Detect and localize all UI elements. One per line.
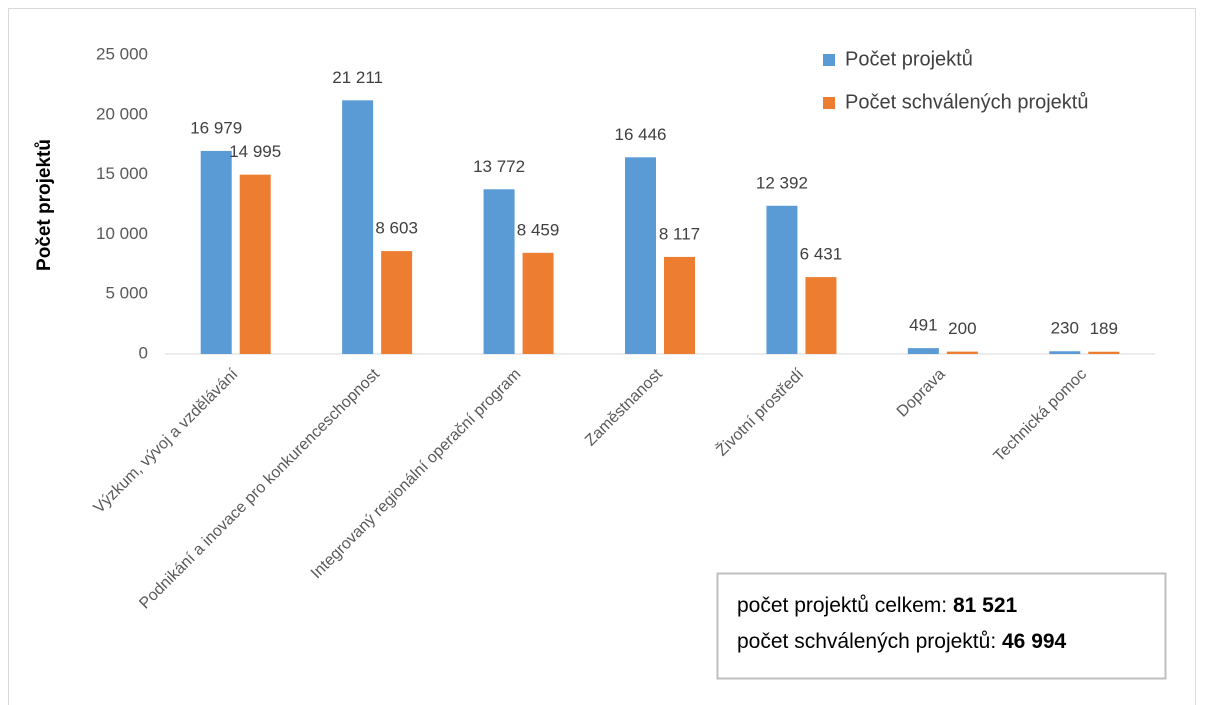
x-tick-label: Výzkum, vývoj a vzdělávání: [91, 365, 242, 516]
bar: [766, 205, 798, 354]
data-label: 12 392: [756, 173, 808, 192]
bar: [200, 150, 232, 354]
data-label: 200: [948, 319, 976, 338]
bar: [664, 256, 695, 354]
data-label: 189: [1090, 319, 1118, 338]
bar: [1088, 351, 1120, 354]
data-label: 21 211: [332, 68, 383, 87]
summary-value: 46 994: [1002, 630, 1067, 653]
y-tick-label: 25 000: [96, 44, 148, 63]
summary-value: 81 521: [953, 594, 1018, 617]
legend-label: Počet schválených projektů: [845, 91, 1088, 113]
data-label: 8 117: [659, 224, 700, 243]
y-tick-label: 5 000: [105, 284, 148, 303]
bar: [625, 157, 656, 354]
bar: [239, 174, 271, 354]
y-axis-title: Počet projektů: [34, 139, 55, 271]
x-tick-label: Životní prostředí: [712, 364, 808, 460]
x-tick-label: Podnikání a inovace pro konkurenceschopn…: [136, 365, 383, 612]
data-label: 16 446: [615, 125, 667, 144]
y-tick-label: 0: [139, 343, 148, 362]
summary-box: [716, 572, 1167, 680]
data-label: 491: [909, 316, 937, 335]
bar: [805, 277, 837, 354]
data-label: 8 603: [375, 219, 418, 238]
summary-text: počet projektů celkem:: [737, 594, 947, 617]
y-tick-label: 10 000: [96, 224, 148, 243]
bar: [522, 252, 554, 354]
data-label: 230: [1051, 319, 1079, 338]
legend-swatch: [823, 97, 835, 109]
data-label: 13 772: [473, 157, 525, 176]
bar: [946, 351, 978, 354]
y-tick-label: 20 000: [96, 104, 148, 123]
chart-frame: [8, 8, 1196, 705]
bar: [483, 189, 515, 354]
data-label: 14 995: [229, 142, 281, 161]
x-tick-label: Technická pomoc: [991, 366, 1090, 465]
bar: [342, 100, 374, 354]
bar: [907, 348, 939, 354]
data-label: 8 459: [517, 220, 560, 239]
data-label: 16 979: [190, 118, 242, 137]
legend-label: Počet projektů: [845, 48, 973, 70]
summary-line: počet schválených projektů: 46 994: [737, 630, 1067, 653]
bar: [381, 251, 413, 354]
summary-text: počet schválených projektů:: [737, 630, 996, 653]
bar: [1049, 351, 1081, 354]
x-tick-label: Doprava: [894, 366, 949, 421]
data-label: 6 431: [800, 245, 843, 264]
summary-line: počet projektů celkem: 81 521: [737, 594, 1018, 617]
x-tick-label: Zaměstnanost: [582, 365, 666, 449]
legend-swatch: [823, 54, 835, 66]
y-tick-label: 15 000: [96, 164, 148, 183]
